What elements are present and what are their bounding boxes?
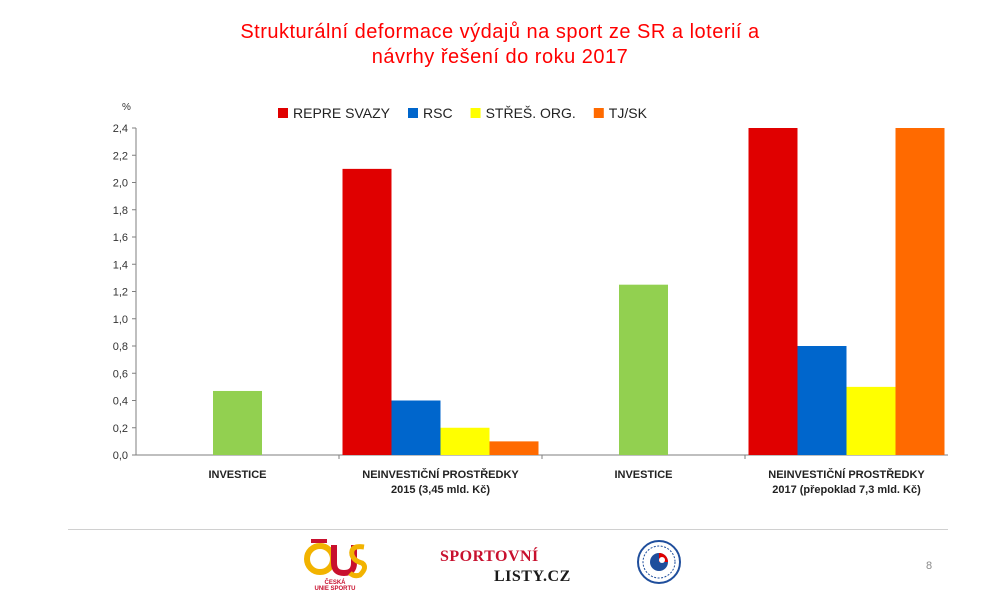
sportovni-listy-logo-line2: LISTY.CZ: [494, 568, 571, 585]
y-tick-label: 1,4: [113, 259, 128, 271]
legend-label: REPRE SVAZY: [293, 105, 391, 121]
y-tick-label: 0,8: [113, 341, 128, 353]
bar-repre-svazy: [342, 168, 392, 455]
x-category-label: 2015 (3,45 mld. Kč): [391, 484, 490, 496]
y-tick-label: 1,0: [113, 314, 128, 326]
circular-seal-icon: [637, 540, 681, 584]
cus-logo: ČESKÁ UNIE SPORTU: [300, 537, 380, 593]
bar-investice: [213, 390, 262, 455]
y-tick-label: 1,6: [113, 232, 128, 244]
bar-rsc: [797, 346, 847, 455]
bar-tj-sk: [895, 128, 945, 455]
legend-label: TJ/SK: [609, 105, 648, 121]
y-tick-label: 0,0: [113, 450, 128, 462]
bar-investice: [619, 284, 668, 455]
y-axis-unit-label: %: [122, 102, 131, 113]
y-tick-label: 0,2: [113, 423, 128, 435]
x-category-label: NEINVESTIČNÍ PROSTŘEDKY: [362, 468, 519, 481]
x-category-label: INVESTICE: [208, 469, 266, 481]
y-tick-label: 0,6: [113, 368, 128, 380]
bar-st-e-org: [846, 386, 896, 455]
legend-swatch: [593, 108, 604, 118]
legend-swatch: [408, 108, 418, 118]
cus-logo-text: ČESKÁ UNIE SPORTU: [314, 580, 356, 592]
chart-title: Strukturální deformace výdajů na sport z…: [100, 20, 900, 70]
y-tick-label: 2,2: [113, 150, 128, 162]
bar-tj-sk: [489, 441, 539, 455]
page-number: 8: [926, 560, 933, 572]
y-tick-label: 2,0: [113, 178, 128, 190]
x-category-label: NEINVESTIČNÍ PROSTŘEDKY: [768, 468, 925, 481]
legend-label: RSC: [423, 105, 453, 121]
legend-label: STŘEŠ. ORG.: [486, 105, 576, 121]
y-tick-label: 1,8: [113, 205, 128, 217]
legend-swatch: [278, 108, 288, 118]
x-category-label: 2017 (přepoklad 7,3 mld. Kč): [772, 484, 921, 496]
chart-title-line-2: návrhy řešení do roku 2017: [371, 46, 629, 68]
bar-rsc: [391, 400, 441, 455]
bar-chart: % 0,0 0,2 0,4 0,6 0,8 1,0 1,2 1,4 1,6 1,8 2,0 2,2 2,4…: [113, 102, 948, 496]
sportovni-listy-logo: SPORTOVNÍ LISTY.CZ: [440, 548, 570, 588]
bar-repre-svazy: [748, 128, 798, 455]
sportovni-listy-logo-line1: SPORTOVNÍ: [440, 548, 539, 565]
cus-logo-icon: [304, 539, 368, 579]
legend-swatch: [470, 108, 481, 118]
y-tick-label: 2,4: [113, 123, 128, 135]
y-tick-label: 0,4: [113, 396, 128, 408]
y-tick-label: 1,2: [113, 287, 128, 299]
footer-divider: [68, 529, 948, 530]
chart-title-line-1: Strukturální deformace výdajů na sport z…: [240, 21, 760, 43]
x-category-label: INVESTICE: [614, 469, 672, 481]
bar-st-e-org: [440, 427, 490, 455]
